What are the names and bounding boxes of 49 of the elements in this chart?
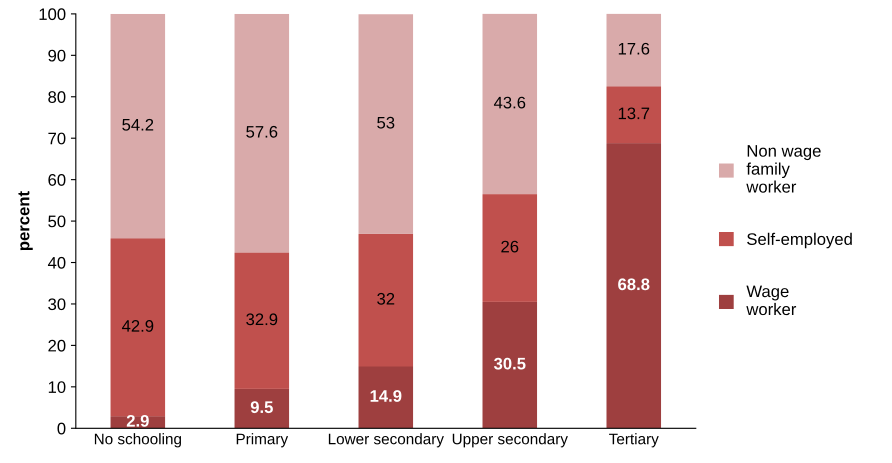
bar xyxy=(110,14,166,238)
bar xyxy=(606,86,662,144)
data-label: 9.5 xyxy=(250,401,273,414)
y-tick-label: 50 xyxy=(48,215,66,228)
y-tick-label: 90 xyxy=(48,50,66,62)
bar xyxy=(358,14,414,234)
bar xyxy=(358,234,414,367)
bar xyxy=(606,14,662,86)
bar xyxy=(482,194,538,302)
bar xyxy=(606,143,662,428)
data-label: 54.2 xyxy=(122,118,154,131)
y-tick-label: 80 xyxy=(48,91,66,103)
x-tick-label: Lower secondary xyxy=(328,433,444,448)
bar xyxy=(234,14,290,253)
data-label: 26 xyxy=(501,240,518,252)
y-tick-label: 40 xyxy=(48,256,66,269)
data-label: 32 xyxy=(377,292,394,305)
y-tick-label: 30 xyxy=(48,298,66,310)
x-tick-label: Upper secondary xyxy=(452,433,568,448)
y-tick-label: 70 xyxy=(48,132,66,144)
data-label: 30.5 xyxy=(494,358,526,370)
legend-label: Wage worker xyxy=(746,286,796,316)
data-label: 43.6 xyxy=(494,96,526,108)
y-tick-label: 10 xyxy=(48,381,66,394)
legend-label: Self-employed xyxy=(747,232,852,248)
data-label: 13.7 xyxy=(618,107,650,120)
data-label: 14.9 xyxy=(370,390,402,402)
bar xyxy=(234,252,290,389)
data-label: 32.9 xyxy=(246,313,278,326)
y-tick-label: 0 xyxy=(57,422,66,434)
data-label: 17.6 xyxy=(618,42,650,55)
bar xyxy=(110,238,166,416)
x-tick-label: Tertiary xyxy=(609,433,659,448)
legend-label: Non wage family worker xyxy=(746,145,821,193)
bar xyxy=(358,366,414,428)
bar xyxy=(482,14,538,194)
x-tick-label: No schooling xyxy=(94,433,181,448)
y-tick-label: 100 xyxy=(40,8,66,20)
data-label: 57.6 xyxy=(246,126,278,138)
data-label: 68.8 xyxy=(618,278,650,290)
data-label: 53 xyxy=(377,116,394,129)
y-tick-label: 20 xyxy=(48,340,66,352)
bar xyxy=(234,388,290,428)
x-tick-label: Primary xyxy=(236,433,288,448)
y-axis-title: percent xyxy=(18,191,33,250)
bar xyxy=(482,302,538,428)
y-tick-label: 60 xyxy=(48,174,66,186)
data-label: 42.9 xyxy=(122,320,154,332)
data-label: 2.9 xyxy=(126,414,149,427)
